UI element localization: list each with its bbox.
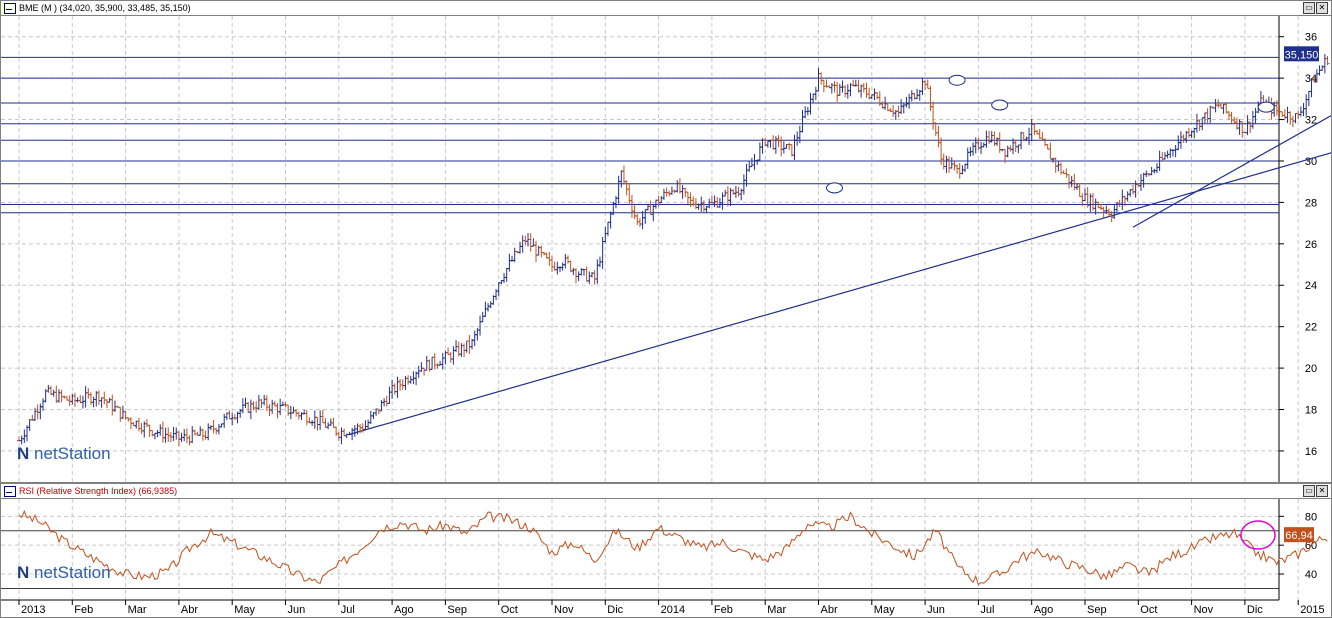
y-tick-label: 36 [1305,32,1317,44]
y-tick-label: 80 [1305,511,1317,523]
x-tick-label: Ago [1034,604,1054,616]
price-chart-titlebar: BME (M ) (34,020, 35,900, 33,485, 35,150… [1,1,1331,16]
x-tick-label: Mar [767,604,786,616]
x-tick-label: Dic [1247,604,1263,616]
x-tick-label: 2015 [1300,604,1324,616]
x-tick-label: Nov [554,604,574,616]
chart-window-icon [4,3,16,14]
x-tick-label: 2013 [21,604,45,616]
annotation-ellipse [825,182,843,194]
x-tick-label: Jul [980,604,994,616]
brand-text: netStation [34,563,111,582]
y-tick-label: 16 [1305,446,1317,458]
y-tick-label: 18 [1305,405,1317,417]
price-badge-bg [1284,46,1319,62]
minimize-button[interactable]: ▭ [1303,2,1315,14]
y-tick-label: 26 [1305,239,1317,251]
close-button[interactable]: ✕ [1316,2,1328,14]
trendline [1132,114,1331,228]
x-tick-label: Sep [447,604,467,616]
rsi-badge-bg [1284,527,1314,543]
netstation-logo: N netStation [17,444,111,463]
x-tick-label: Dic [607,604,623,616]
x-tick-label: Feb [74,604,93,616]
x-tick-label: Oct [501,604,518,616]
x-tick-label: May [874,604,895,616]
close-button[interactable]: ✕ [1316,485,1328,497]
price-badge-text: 35,150 [1285,49,1319,61]
annotation-ellipse [991,99,1009,111]
x-tick-label: Mar [128,604,147,616]
rsi-chart-titlebar: RSI (Relative Strength Index) (66,9385) … [1,484,1331,499]
x-tick-label: Jul [341,604,355,616]
x-tick-label: Sep [1087,604,1107,616]
rsi-chart-panel: RSI (Relative Strength Index) (66,9385) … [0,483,1332,618]
x-tick-label: Nov [1194,604,1214,616]
x-tick-label: Abr [821,604,838,616]
x-tick-label: May [234,604,255,616]
x-tick-label: 2014 [661,604,685,616]
x-tick-label: Feb [714,604,733,616]
rsi-badge-text: 66,94 [1285,530,1313,542]
price-chart-title: BME (M ) (34,020, 35,900, 33,485, 35,150… [19,3,191,13]
annotation-ellipse [1257,101,1275,113]
rsi-chart-title: RSI (Relative Strength Index) (66,9385) [19,486,178,496]
minimize-button[interactable]: ▭ [1303,485,1315,497]
rsi-line [18,509,1328,586]
highlight-ellipse [1240,520,1276,550]
brand-text: netStation [34,444,111,463]
y-tick-label: 34 [1305,73,1317,85]
y-tick-label: 20 [1305,363,1317,375]
y-tick-label: 28 [1305,197,1317,209]
y-tick-label: 32 [1305,115,1317,127]
netstation-logo: N netStation [17,563,111,582]
annotation-ellipse [948,74,966,86]
y-tick-label: 40 [1305,569,1317,581]
x-tick-label: Oct [1140,604,1157,616]
price-chart-panel: BME (M ) (34,020, 35,900, 33,485, 35,150… [0,0,1332,483]
trendline [349,152,1331,435]
x-tick-label: Abr [181,604,198,616]
x-tick-label: Jun [927,604,945,616]
y-tick-label: 24 [1305,280,1317,292]
chart-window-icon [4,486,16,497]
x-tick-label: Ago [394,604,414,616]
x-tick-label: Jun [288,604,306,616]
y-tick-label: 22 [1305,322,1317,334]
